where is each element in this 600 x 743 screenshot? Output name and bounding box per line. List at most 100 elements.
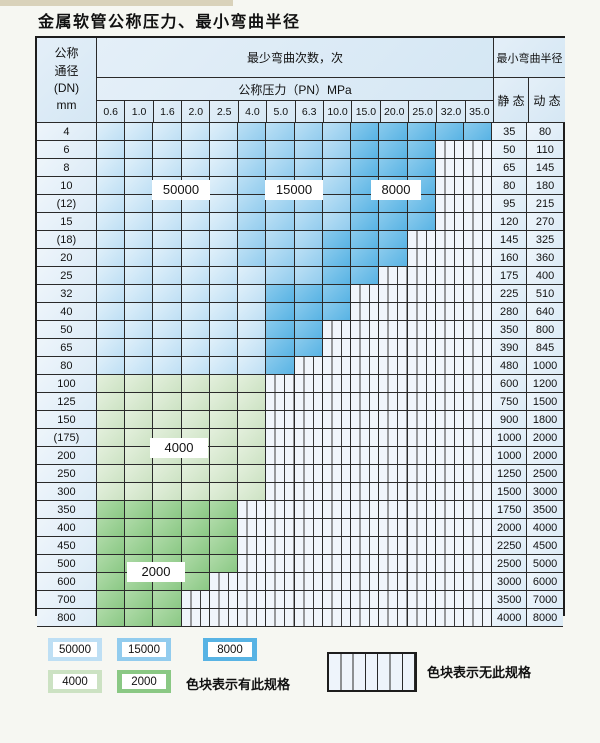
dn-cell: 350 xyxy=(37,501,97,519)
no-spec-cell xyxy=(294,447,323,465)
dn-cell: 15 xyxy=(37,213,97,231)
no-spec-cell xyxy=(435,195,465,213)
spec-cell xyxy=(96,321,126,339)
no-spec-cell xyxy=(435,609,465,627)
spec-cell xyxy=(181,393,210,411)
spec-cells xyxy=(96,195,493,213)
static-radius-cell: 1750 xyxy=(492,501,528,519)
dynamic-radius-cell: 3500 xyxy=(527,501,563,519)
spec-cell xyxy=(96,555,126,573)
static-radius-cell: 175 xyxy=(492,267,528,285)
spec-cell xyxy=(181,465,210,483)
spec-cell xyxy=(96,195,126,213)
spec-cell xyxy=(266,159,295,177)
spec-cells xyxy=(96,357,493,375)
spec-cell xyxy=(238,357,267,375)
static-radius-cell: 900 xyxy=(492,411,528,429)
spec-cell xyxy=(125,501,154,519)
spec-cell xyxy=(181,321,210,339)
table-row: 65 390 845 xyxy=(37,339,563,357)
spec-cell xyxy=(209,267,239,285)
no-spec-cell xyxy=(407,375,436,393)
spec-cell xyxy=(351,123,380,141)
static-radius-cell: 1000 xyxy=(492,447,528,465)
no-spec-cell xyxy=(294,519,323,537)
dn-cell: 700 xyxy=(37,591,97,609)
spec-cell xyxy=(153,231,182,249)
spec-cell xyxy=(181,303,210,321)
dynamic-radius-cell: 4500 xyxy=(527,537,563,555)
scan-artifact xyxy=(0,0,233,6)
spec-cell xyxy=(96,231,126,249)
no-spec-cell xyxy=(238,609,267,627)
no-spec-cell xyxy=(407,591,436,609)
table-row: 700 3500 7000 xyxy=(37,591,563,609)
dynamic-radius-cell: 4000 xyxy=(527,519,563,537)
dynamic-radius-cell: 80 xyxy=(527,123,563,141)
dynamic-radius-cell: 360 xyxy=(527,249,563,267)
spec-cells xyxy=(96,249,493,267)
table-row: 125 750 1500 xyxy=(37,393,563,411)
dynamic-radius-cell: 325 xyxy=(527,231,563,249)
no-spec-cell xyxy=(435,267,465,285)
no-spec-cell xyxy=(266,519,295,537)
spec-cell xyxy=(153,375,182,393)
no-spec-cell xyxy=(266,483,295,501)
spec-cell xyxy=(96,177,126,195)
no-spec-cell xyxy=(209,609,239,627)
spec-cell xyxy=(125,411,154,429)
no-spec-cell xyxy=(238,573,267,591)
spec-cell xyxy=(238,141,267,159)
spec-cells xyxy=(96,501,493,519)
no-spec-cell xyxy=(351,303,380,321)
dynamic-radius-cell: 2000 xyxy=(527,447,563,465)
spec-cell xyxy=(153,411,182,429)
spec-cell xyxy=(125,249,154,267)
no-spec-cell xyxy=(407,321,436,339)
dn-cell: 125 xyxy=(37,393,97,411)
spec-cell xyxy=(209,483,239,501)
static-radius-cell: 95 xyxy=(492,195,528,213)
spec-cell xyxy=(153,303,182,321)
dynamic-radius-cell: 800 xyxy=(527,321,563,339)
no-spec-cell xyxy=(322,339,352,357)
table-row: 600 3000 6000 xyxy=(37,573,563,591)
spec-cell xyxy=(294,321,323,339)
dynamic-radius-cell: 1000 xyxy=(527,357,563,375)
table-row: 300 1500 3000 xyxy=(37,483,563,501)
dynamic-radius-cell: 180 xyxy=(527,177,563,195)
spec-cells xyxy=(96,141,493,159)
spec-cell xyxy=(294,213,323,231)
no-spec-cell xyxy=(435,573,465,591)
no-spec-cell xyxy=(181,591,210,609)
dynamic-radius-cell: 1800 xyxy=(527,411,563,429)
no-spec-cell xyxy=(238,501,267,519)
no-spec-cell xyxy=(379,537,408,555)
no-spec-cell xyxy=(322,519,352,537)
spec-cell xyxy=(181,555,210,573)
no-spec-cell xyxy=(407,465,436,483)
spec-cell xyxy=(351,231,380,249)
no-spec-cell xyxy=(407,555,436,573)
no-spec-cell xyxy=(464,483,493,501)
no-spec-cell xyxy=(435,357,465,375)
overlay-label-50000: 50000 xyxy=(152,180,210,200)
no-spec-cell xyxy=(266,591,295,609)
dn-header-line3: (DN) xyxy=(53,81,80,95)
static-radius-cell: 750 xyxy=(492,393,528,411)
spec-cell xyxy=(266,267,295,285)
dn-cell: 150 xyxy=(37,411,97,429)
table-row: (18) 145 325 xyxy=(37,231,563,249)
no-spec-cell xyxy=(435,429,465,447)
no-spec-cell xyxy=(435,591,465,609)
dynamic-radius-cell: 7000 xyxy=(527,591,563,609)
spec-cell xyxy=(153,213,182,231)
table-row: 800 4000 8000 xyxy=(37,609,563,627)
spec-cell xyxy=(153,267,182,285)
spec-cells xyxy=(96,375,493,393)
overlay-label-15000: 15000 xyxy=(265,180,323,200)
dynamic-radius-cell: 400 xyxy=(527,267,563,285)
no-spec-cell xyxy=(435,465,465,483)
spec-cell xyxy=(238,393,267,411)
spec-cell xyxy=(209,339,239,357)
